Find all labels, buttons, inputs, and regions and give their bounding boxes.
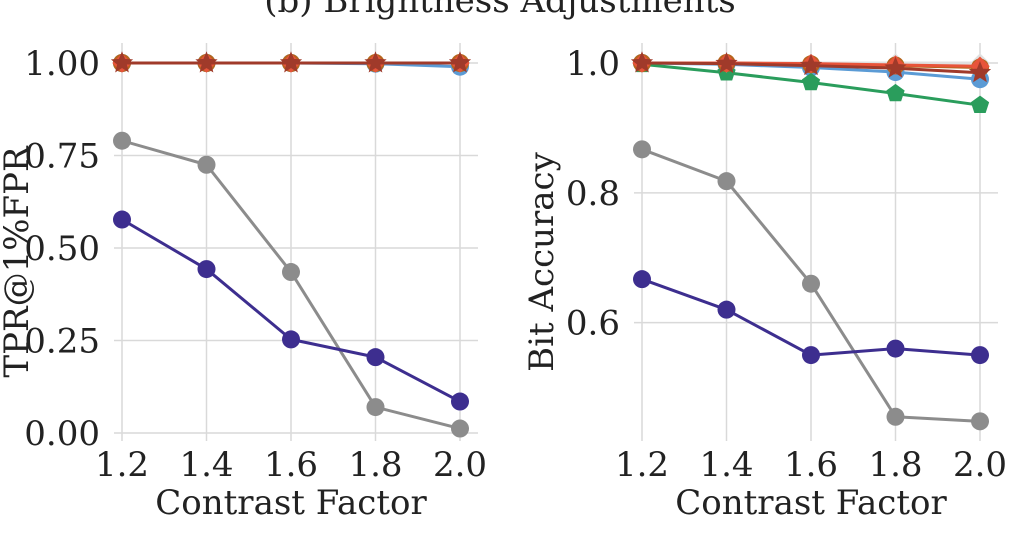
data-point [633, 270, 651, 289]
x-axis-title: Contrast Factor [675, 483, 947, 523]
x-tick-label: 1.6 [264, 445, 318, 485]
x-axis-title: Contrast Factor [155, 483, 427, 523]
data-point [802, 346, 820, 365]
y-tick-label: 0.25 [24, 322, 100, 362]
data-point [799, 53, 823, 76]
data-point [971, 346, 989, 365]
data-point [197, 260, 216, 279]
data-point [451, 392, 469, 411]
data-point [197, 155, 216, 174]
data-point [884, 56, 907, 78]
data-point [630, 51, 654, 73]
x-tick-label: 1.2 [95, 445, 149, 485]
x-tick-label: 1.4 [179, 445, 233, 485]
data-point [366, 348, 385, 367]
left-chart-panel: 0.00 0.25 0.50 0.75 1.00 1.2 1.4 1.6 1.8 2.0Contr… [0, 43, 487, 523]
data-point [448, 51, 472, 73]
figure-title: (b) Brightness Adjustments [264, 0, 736, 21]
y-tick-label: 0.00 [24, 414, 100, 454]
data-point [279, 51, 303, 73]
x-tick-label: 1.8 [348, 445, 402, 485]
x-tick-label: 2.0 [433, 445, 487, 485]
x-tick-label: 1.6 [784, 445, 838, 485]
data-point [886, 407, 905, 426]
data-point [282, 263, 300, 282]
y-tick-label: 0.8 [566, 174, 620, 214]
y-tick-label: 1.00 [24, 44, 100, 84]
data-point [113, 131, 131, 150]
data-point [968, 61, 992, 83]
data-point [195, 51, 218, 73]
y-tick-label: 0.50 [24, 229, 100, 269]
data-point [970, 95, 990, 113]
data-point [110, 51, 134, 73]
data-point [717, 300, 736, 319]
x-tick-label: 1.2 [615, 445, 669, 485]
data-point [282, 330, 300, 349]
y-tick-label: 0.6 [566, 304, 620, 344]
y-tick-label: 1.0 [566, 44, 620, 84]
data-point [715, 51, 738, 74]
data-point [802, 274, 820, 293]
data-point [451, 419, 469, 438]
x-tick-label: 1.4 [699, 445, 753, 485]
data-point [717, 172, 736, 191]
data-point [971, 412, 989, 431]
y-tick-label: 0.75 [24, 137, 100, 177]
data-point [364, 51, 387, 73]
data-point [886, 339, 905, 358]
y-axis-title: TPR@1%FPR [0, 145, 37, 378]
data-point [633, 140, 651, 159]
data-point [113, 210, 131, 229]
x-tick-label: 1.8 [868, 445, 922, 485]
data-point [801, 72, 821, 91]
x-tick-label: 2.0 [953, 445, 1007, 485]
data-point [366, 398, 385, 417]
y-axis-title: Bit Accuracy [522, 151, 562, 371]
data-point [886, 83, 905, 102]
